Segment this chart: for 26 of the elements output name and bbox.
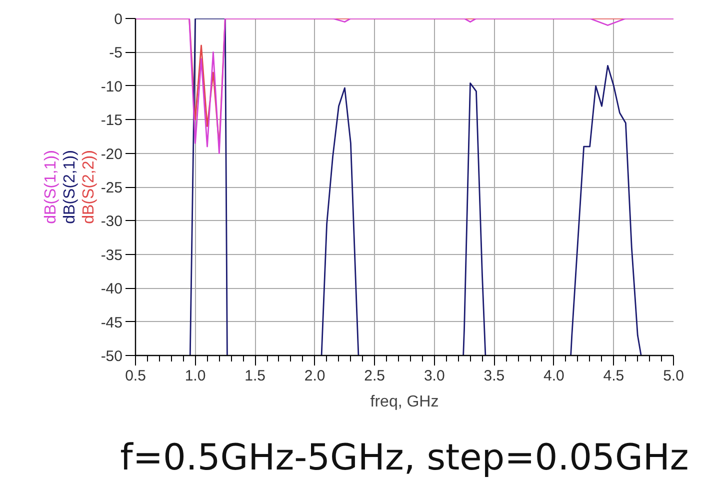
y-tick-label: -10 bbox=[100, 78, 123, 96]
x-tick-label: 2.5 bbox=[364, 368, 386, 384]
text: f=0.5GHz-5GHz, step=0.05GHz bbox=[120, 438, 689, 478]
y-tick-label: -45 bbox=[100, 314, 123, 332]
x-tick-label: 1.5 bbox=[244, 368, 266, 384]
x-axis-title: freq, GHz bbox=[370, 394, 439, 410]
x-tick-label: 1.0 bbox=[184, 368, 206, 384]
x-tick-label: 2.0 bbox=[304, 368, 326, 384]
x-tick-label: 5.0 bbox=[663, 368, 684, 384]
x-tick-label: 3.5 bbox=[484, 368, 505, 384]
text: dB(S(2,2)) bbox=[80, 150, 98, 224]
x-tick-label: 4.0 bbox=[544, 368, 564, 384]
y-tick-label: 0 bbox=[114, 11, 122, 28]
y-tick-label: -15 bbox=[100, 112, 123, 130]
y-tick-label: -30 bbox=[100, 213, 123, 230]
text: dB(S(2,1)) bbox=[62, 150, 78, 224]
x-tick-label: 0.5 bbox=[125, 368, 146, 384]
text: dB(S(1,1)) bbox=[42, 150, 60, 224]
y-tick-label: -5 bbox=[109, 44, 123, 62]
y-tick-label: -40 bbox=[100, 280, 123, 298]
y-tick-label: -35 bbox=[100, 246, 123, 264]
y-tick-label: -25 bbox=[100, 180, 123, 196]
y-tick-label: -20 bbox=[100, 146, 123, 163]
x-tick-label: 3.0 bbox=[424, 368, 445, 384]
y-tick-label: -50 bbox=[100, 348, 123, 365]
x-tick-label: 4.5 bbox=[603, 368, 624, 384]
